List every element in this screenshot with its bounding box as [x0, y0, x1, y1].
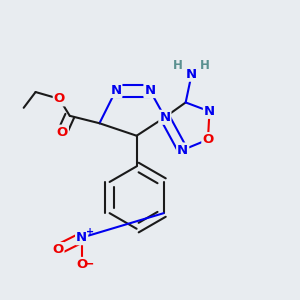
Text: O: O	[54, 92, 65, 105]
Text: H: H	[173, 59, 183, 72]
Text: O: O	[52, 243, 64, 256]
Text: −: −	[83, 258, 94, 271]
Text: N: N	[186, 68, 197, 81]
Text: N: N	[76, 231, 87, 244]
Text: +: +	[86, 227, 94, 237]
Text: N: N	[159, 111, 170, 124]
Text: N: N	[177, 143, 188, 157]
Text: N: N	[110, 84, 122, 97]
Text: O: O	[76, 258, 87, 271]
Text: N: N	[144, 84, 156, 97]
Text: O: O	[57, 126, 68, 139]
Text: H: H	[200, 59, 210, 72]
Text: O: O	[202, 133, 214, 146]
Text: N: N	[204, 105, 215, 118]
